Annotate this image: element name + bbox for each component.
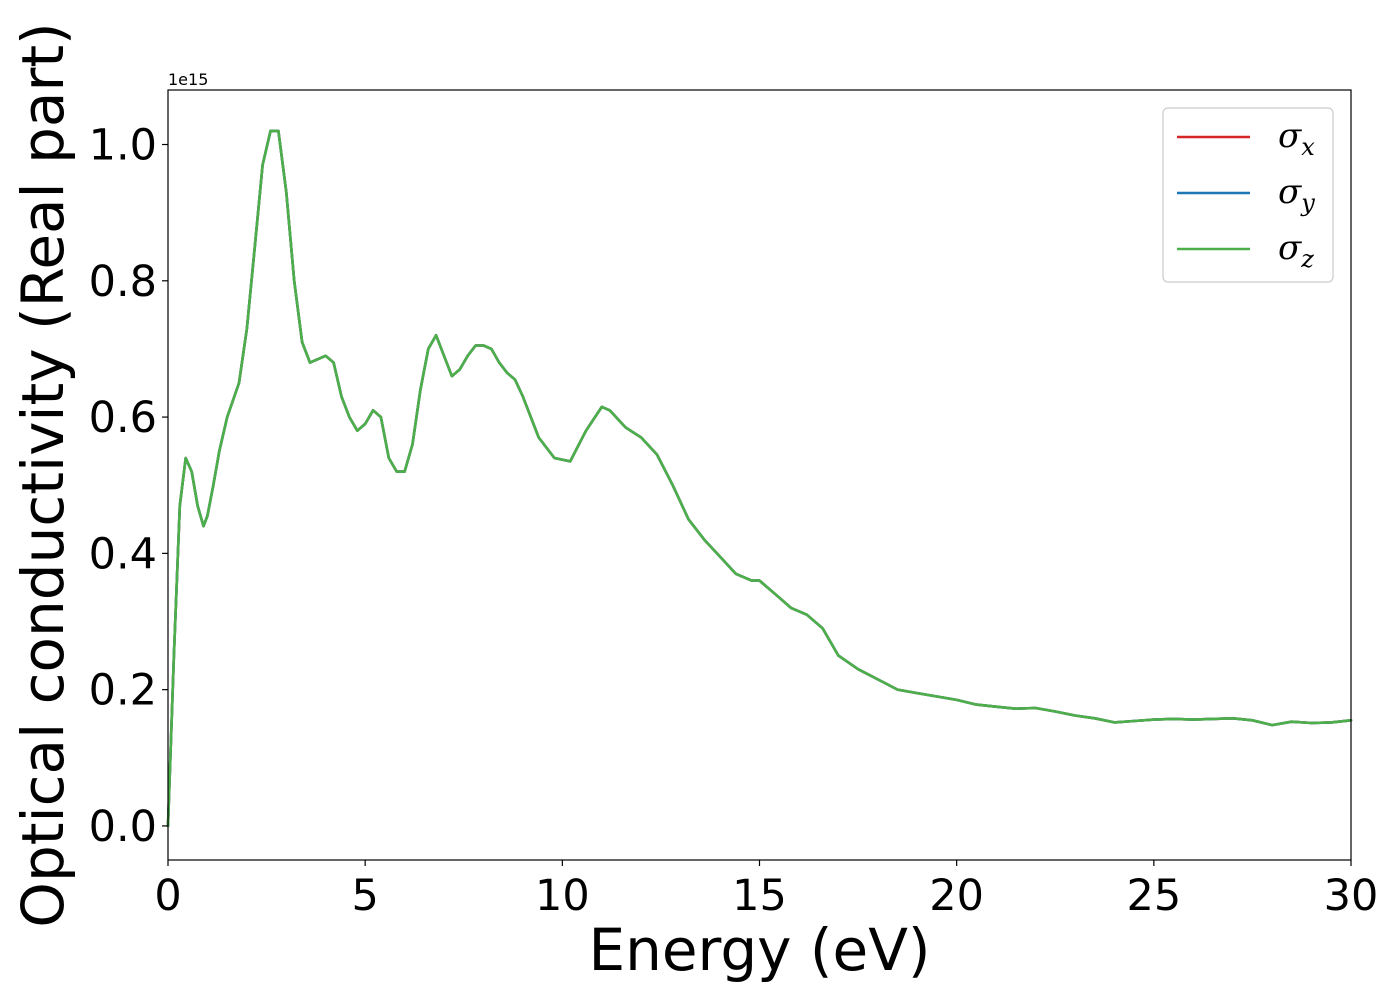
x-tick-label: 0 — [154, 871, 181, 921]
legend-label-x: σx — [1278, 116, 1315, 161]
y-tick-label: 0.0 — [89, 802, 157, 852]
x-tick-label: 15 — [732, 871, 787, 921]
x-axis-title: Energy (eV) — [588, 916, 930, 984]
legend: σx σy σz — [1162, 107, 1334, 283]
x-axis-ticks: 0 5 10 15 20 25 30 — [154, 860, 1378, 921]
y-axis-ticks: 0.0 0.2 0.4 0.6 0.8 1.0 — [89, 121, 168, 852]
x-tick-label: 5 — [351, 871, 378, 921]
legend-label-y: σy — [1278, 172, 1315, 217]
y-tick-label: 0.8 — [89, 257, 157, 307]
y-axis-title: Optical conductivity (Real part) — [9, 22, 77, 927]
legend-label-z: σz — [1278, 228, 1314, 273]
y-tick-label: 1.0 — [89, 121, 157, 171]
series-line-z — [166, 129, 1353, 828]
x-tick-label: 30 — [1324, 871, 1379, 921]
y-offset-label: 1e15 — [168, 70, 208, 89]
series-layer — [166, 129, 1353, 828]
y-tick-label: 0.4 — [89, 529, 157, 579]
y-tick-label: 0.6 — [89, 393, 157, 443]
legend-box — [1162, 107, 1334, 283]
x-tick-label: 10 — [535, 871, 590, 921]
x-tick-label: 25 — [1126, 871, 1181, 921]
y-tick-label: 0.2 — [89, 666, 157, 716]
x-tick-label: 20 — [929, 871, 984, 921]
